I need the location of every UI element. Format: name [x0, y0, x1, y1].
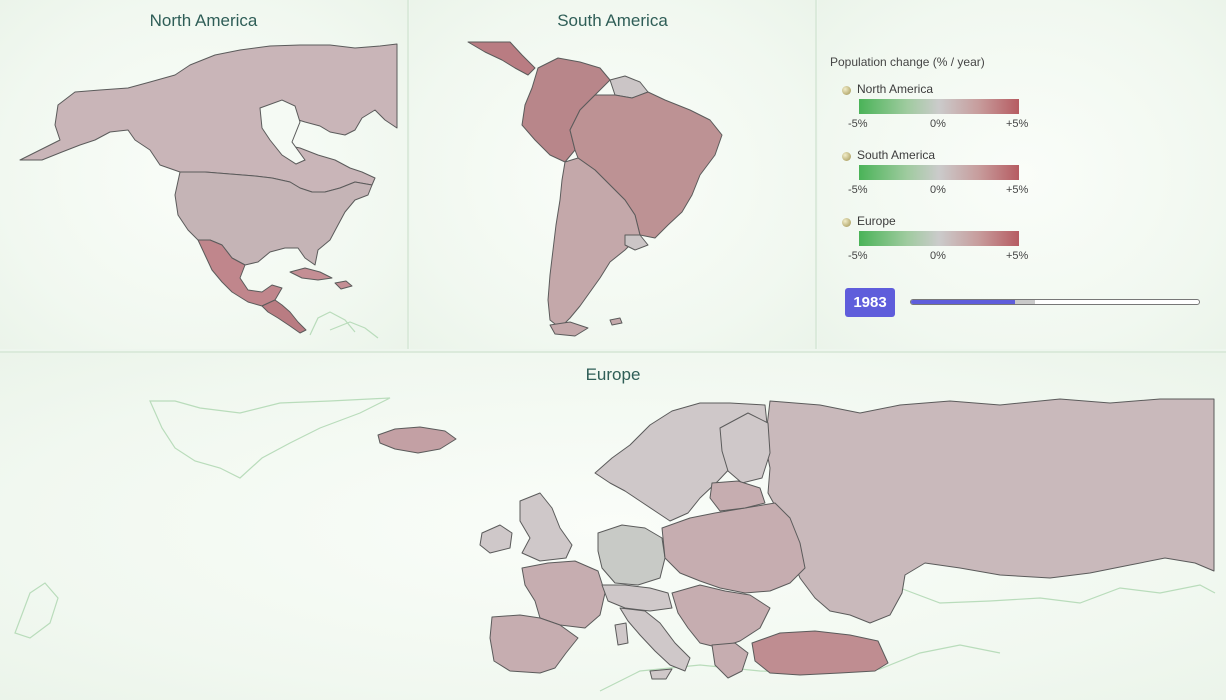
region-russia[interactable] [764, 398, 1215, 624]
legend-color-scale [859, 231, 1019, 246]
region-iceland[interactable] [377, 426, 457, 454]
region-iberia[interactable] [489, 614, 579, 674]
legend-panel: Population change (% / year) North Ameri… [818, 0, 1226, 349]
region-sardinia[interactable] [614, 622, 629, 646]
legend-color-scale [859, 99, 1019, 114]
region-germany[interactable] [597, 524, 666, 586]
legend-group-south-america[interactable]: South America -5% 0% +5% [842, 148, 1042, 208]
south-america-panel: South America [410, 0, 817, 349]
south-america-map[interactable] [410, 0, 817, 349]
legend-mid-label: 0% [930, 184, 946, 196]
region-greece[interactable] [711, 642, 749, 679]
region-balkans[interactable] [671, 584, 771, 649]
legend-max-label: +5% [1006, 250, 1029, 262]
region-brazil[interactable] [569, 91, 723, 239]
region-turkey[interactable] [751, 630, 889, 676]
region-italy[interactable] [619, 607, 691, 672]
region-baltics[interactable] [709, 480, 766, 512]
legend-color-scale [859, 165, 1019, 180]
legend-name: Europe [857, 214, 896, 228]
region-sicily[interactable] [649, 668, 673, 680]
timeline-slider[interactable] [910, 299, 1200, 305]
region-falklands[interactable] [609, 317, 623, 326]
europe-panel: Europe [0, 351, 1226, 700]
region-alps[interactable] [601, 584, 673, 612]
year-badge: 1983 [845, 288, 895, 317]
legend-min-label: -5% [848, 118, 868, 130]
canada-east-outline [14, 582, 59, 639]
europe-map[interactable] [0, 353, 1226, 700]
legend-min-label: -5% [848, 250, 868, 262]
legend-group-north-america[interactable]: North America -5% 0% +5% [842, 82, 1042, 142]
region-central-america-top[interactable] [467, 41, 536, 76]
region-southern-cone[interactable] [547, 157, 641, 329]
legend-name: North America [857, 82, 934, 96]
region-united-kingdom[interactable] [519, 492, 573, 562]
legend-bullet-icon [842, 86, 851, 95]
europe-title: Europe [585, 365, 641, 384]
region-ireland[interactable] [479, 524, 513, 554]
legend-mid-label: 0% [930, 118, 946, 130]
region-hispaniola[interactable] [334, 280, 353, 290]
north-america-panel: North America [0, 0, 409, 349]
region-cuba[interactable] [289, 267, 333, 281]
legend-bullet-icon [842, 218, 851, 227]
legend-mid-label: 0% [930, 250, 946, 262]
legend-min-label: -5% [848, 184, 868, 196]
legend-max-label: +5% [1006, 184, 1029, 196]
greenland-outline [149, 397, 391, 479]
region-central-america[interactable] [261, 299, 307, 334]
region-finland[interactable] [719, 412, 771, 484]
north-america-title: North America [149, 11, 258, 30]
legend-name: South America [857, 148, 936, 162]
timeline-slider-fill [911, 300, 1015, 304]
legend-group-europe[interactable]: Europe -5% 0% +5% [842, 214, 1042, 274]
region-mexico[interactable] [197, 239, 283, 307]
legend-bullet-icon [842, 152, 851, 161]
timeline-slider-handle[interactable] [1015, 300, 1035, 304]
region-france[interactable] [521, 560, 606, 629]
greenland-outline [309, 311, 356, 336]
south-america-title: South America [557, 11, 668, 30]
region-tierra-del-fuego[interactable] [549, 321, 589, 337]
venezuela-outline [329, 321, 379, 339]
legend-max-label: +5% [1006, 118, 1029, 130]
region-uruguay[interactable] [624, 234, 649, 251]
asia-south-outline [899, 584, 1216, 604]
region-canada[interactable] [19, 43, 398, 193]
region-eastern-europe[interactable] [661, 502, 806, 594]
north-america-map[interactable] [0, 0, 409, 349]
legend-title: Population change (% / year) [830, 55, 985, 69]
